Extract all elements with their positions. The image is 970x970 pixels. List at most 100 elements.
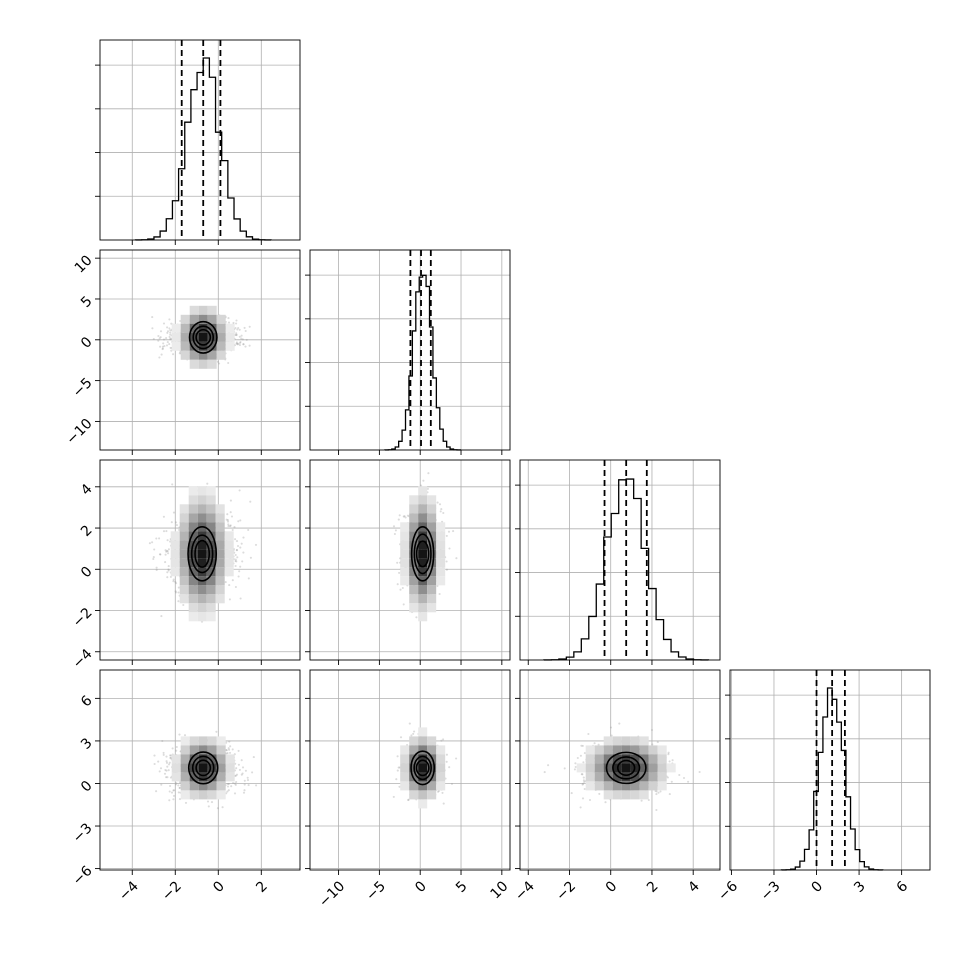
density-cell [400, 522, 410, 532]
sample-point [401, 586, 404, 590]
sample-point [440, 508, 443, 511]
sample-point [402, 515, 405, 518]
sample-point [447, 530, 451, 533]
sample-point [241, 338, 244, 341]
sample-point [155, 568, 158, 572]
sample-point [160, 353, 163, 356]
contour-level [195, 759, 212, 777]
sample-point [166, 330, 170, 333]
contour-level [192, 325, 215, 350]
density-cell [198, 341, 208, 351]
sample-point [166, 571, 169, 574]
sample-point [450, 782, 454, 785]
sample-point [237, 575, 240, 578]
histogram-panel-1 [305, 249, 511, 455]
sample-point [229, 499, 232, 502]
sample-point [168, 327, 171, 330]
density-cell [180, 323, 190, 333]
density-cell [188, 585, 198, 595]
density-cell [180, 350, 190, 360]
density-cell [189, 323, 199, 333]
density-cell [418, 585, 428, 595]
sample-point [398, 785, 401, 788]
sample-point [153, 762, 156, 766]
sample-point [239, 341, 242, 344]
density-cell [224, 549, 234, 559]
sample-point [166, 341, 169, 344]
density-cell [436, 576, 446, 586]
contour-level [413, 533, 432, 575]
sample-point [167, 569, 170, 572]
density-cell [189, 772, 199, 782]
sample-point [236, 328, 239, 331]
sample-point [229, 524, 232, 527]
sample-point [148, 542, 151, 545]
density-cell [198, 350, 208, 360]
sample-point [177, 784, 180, 787]
density-panel-3-1 [305, 669, 511, 875]
density-cell [409, 576, 419, 586]
sample-point [247, 528, 250, 532]
density-cell [427, 513, 437, 523]
sample-point [167, 769, 170, 772]
sample-point [172, 798, 175, 801]
density-panel-3-0 [95, 669, 301, 875]
density-cell [197, 612, 207, 622]
panel-frame [519, 459, 721, 661]
sample-point [165, 550, 168, 553]
sample-point [155, 790, 158, 793]
sample-point [408, 722, 411, 725]
sample-point [448, 766, 451, 769]
density-cell [436, 549, 446, 559]
density-cell [198, 332, 208, 342]
sample-point [249, 556, 252, 559]
density-cell [198, 754, 208, 764]
sample-point [175, 582, 178, 585]
sample-point [151, 327, 154, 330]
contour-level [415, 540, 430, 568]
sample-point [226, 752, 229, 755]
sample-point [165, 760, 168, 763]
sample-point [239, 519, 242, 522]
sample-point [226, 513, 229, 516]
density-cell [418, 612, 428, 622]
sample-point [233, 782, 236, 785]
density-cell [198, 763, 208, 773]
sample-point [448, 547, 451, 550]
sample-point [228, 584, 231, 587]
sample-point [164, 561, 167, 564]
contour-level [188, 320, 218, 354]
density-cell [206, 495, 216, 505]
contour-level [187, 526, 218, 582]
sample-point [172, 353, 175, 356]
sample-point [157, 760, 160, 763]
sample-point [224, 581, 227, 584]
sample-point [232, 781, 235, 785]
density-cell [197, 585, 207, 595]
density-cell [198, 745, 208, 755]
density-cell [197, 603, 207, 613]
sample-point [168, 335, 171, 338]
sample-point [166, 550, 169, 553]
sample-point [165, 337, 168, 340]
density-cell [179, 594, 189, 604]
sample-point [163, 772, 167, 775]
sample-point [152, 557, 155, 561]
density-cell [206, 612, 216, 622]
sample-point [231, 579, 234, 582]
sample-point [159, 330, 163, 333]
sample-point [235, 540, 239, 543]
sample-point [442, 511, 445, 515]
sample-point [249, 500, 252, 503]
density-cell [198, 781, 208, 791]
density-cell [418, 540, 428, 550]
sample-point [169, 756, 172, 760]
density-cell [206, 576, 216, 586]
density-cell [170, 549, 180, 559]
density-cell [427, 585, 437, 595]
sample-point [160, 783, 163, 786]
sample-point [177, 591, 180, 594]
density-cell [207, 341, 217, 351]
sample-point [210, 801, 214, 804]
